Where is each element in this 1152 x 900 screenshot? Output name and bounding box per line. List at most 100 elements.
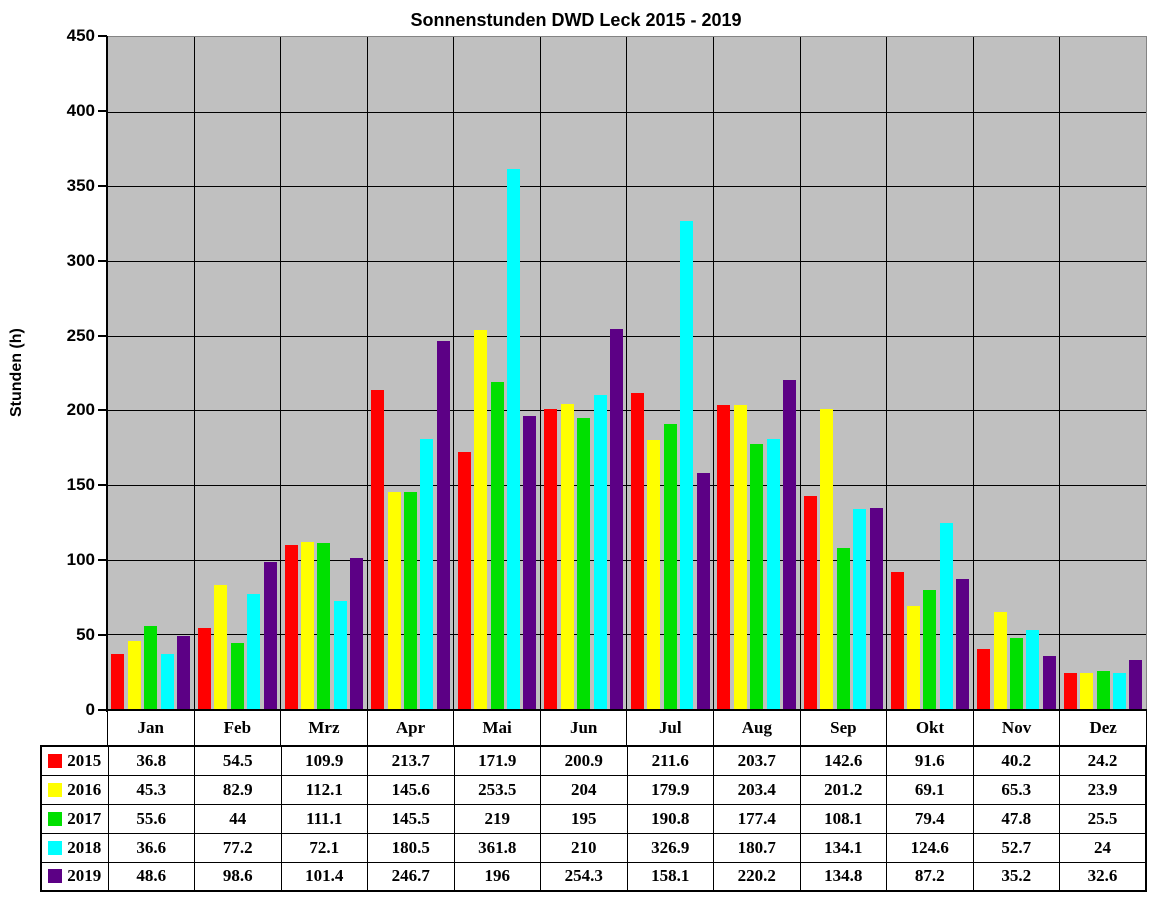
bar-2015-Feb (198, 627, 211, 709)
value-cell-2015-Jan: 36.8 (107, 745, 195, 776)
value-cell-2015-Feb: 54.5 (194, 745, 282, 776)
bar-2018-Mai (507, 168, 520, 709)
legend-year-label-2019: 2019 (67, 866, 102, 886)
value-cell-2017-Mrz: 111.1 (280, 803, 368, 834)
value-cell-2018-Jan: 36.6 (107, 832, 195, 863)
bar-2019-Mrz (350, 557, 364, 709)
value-cell-2018-Okt: 124.6 (886, 832, 974, 863)
month-header-Feb: Feb (195, 710, 282, 745)
y-tick-mark-200 (98, 409, 107, 412)
bar-2015-Nov (977, 648, 991, 709)
table-row-2019: 2019 48.6 98.6 101.4 246.7 196 254.3 158.1 220.2… (40, 861, 1147, 892)
month-header-Jan: Jan (108, 710, 195, 745)
month-header-Mrz: Mrz (281, 710, 368, 745)
bar-2017-Feb (230, 643, 244, 709)
bar-2018-Dez (1113, 673, 1127, 709)
bar-2015-Jan (111, 654, 125, 709)
bar-2019-Mai (523, 416, 537, 709)
value-cell-2016-Jan: 45.3 (107, 774, 195, 805)
month-header-Sep: Sep (801, 710, 888, 745)
value-cell-2018-Mrz: 72.1 (280, 832, 368, 863)
legend-swatch-2015 (48, 753, 63, 768)
value-cell-2015-Apr: 213.7 (367, 745, 455, 776)
y-tick-mark-300 (98, 259, 107, 262)
y-tick-mark-400 (98, 109, 107, 112)
month-header-Okt: Okt (887, 710, 974, 745)
table-row-2016: 2016 45.3 82.9 112.1 145.6 253.5 204 179.9 203.4… (40, 774, 1147, 805)
bar-2018-Jul (680, 220, 694, 709)
bar-2017-Jan (144, 625, 158, 709)
value-cell-2016-Mai: 253.5 (453, 774, 541, 805)
value-cell-2018-Jul: 326.9 (626, 832, 714, 863)
legend-cell-2017: 2017 (40, 803, 109, 834)
bar-2018-Mrz (333, 601, 347, 709)
y-tick-label-100: 100 (66, 550, 95, 570)
legend-cell-2016: 2016 (40, 774, 109, 805)
legend-swatch-2019 (48, 869, 63, 884)
month-header-Jun: Jun (541, 710, 628, 745)
bar-2017-Apr (404, 491, 417, 709)
bar-2019-Apr (436, 340, 450, 709)
y-tick-mark-250 (98, 334, 107, 337)
bar-2017-Jul (663, 424, 677, 709)
bar-group-Dez (1060, 37, 1146, 709)
bar-2017-Mrz (317, 543, 331, 709)
value-cell-2017-Aug: 177.4 (713, 803, 801, 834)
bar-2019-Jul (696, 472, 710, 709)
value-cell-2018-Mai: 361.8 (453, 832, 541, 863)
value-cell-2017-Sep: 108.1 (799, 803, 887, 834)
y-tick-label-350: 350 (66, 175, 95, 195)
bar-group-Jan (108, 37, 195, 709)
legend-year-label-2018: 2018 (67, 837, 102, 857)
y-tick-label-250: 250 (66, 325, 95, 345)
bar-2016-Okt (907, 605, 921, 709)
bar-2015-Okt (890, 572, 904, 709)
value-cell-2015-Jul: 211.6 (626, 745, 714, 776)
bar-2019-Dez (1129, 660, 1143, 709)
legend-cell-2018: 2018 (40, 832, 109, 863)
table-row-2017: 2017 55.6 44 111.1 145.5 219 195 190.8 177.4 108.… (40, 803, 1147, 834)
legend-swatch-2016 (48, 782, 63, 797)
bar-2018-Feb (247, 593, 261, 709)
bar-group-Jun (541, 37, 628, 709)
y-axis-tick-labels: 0 50 100 150 200 250 300 350 400 450 (0, 26, 95, 719)
bar-2016-Apr (387, 491, 401, 709)
value-cell-2016-Jul: 179.9 (626, 774, 714, 805)
bar-2015-Jun (544, 409, 558, 709)
value-cell-2015-Mrz: 109.9 (280, 745, 368, 776)
bar-2019-Okt (956, 578, 970, 709)
y-axis-line (106, 36, 108, 712)
bar-2018-Okt (939, 522, 953, 709)
bar-2018-Nov (1026, 630, 1040, 709)
month-header-Dez: Dez (1060, 710, 1147, 745)
value-cell-2016-Okt: 69.1 (886, 774, 974, 805)
value-cell-2017-Okt: 79.4 (886, 803, 974, 834)
bar-group-Mai (454, 37, 541, 709)
bar-2018-Apr (420, 439, 434, 709)
value-cell-2018-Nov: 52.7 (972, 832, 1060, 863)
bar-2019-Sep (869, 507, 883, 709)
plot-area (107, 36, 1147, 710)
value-cell-2017-Dez: 25.5 (1059, 803, 1147, 834)
bar-2017-Jun (577, 417, 591, 709)
value-cell-2018-Aug: 180.7 (713, 832, 801, 863)
bar-group-Feb (195, 37, 282, 709)
value-cell-2019-Dez: 32.6 (1059, 861, 1147, 892)
bar-2018-Jun (593, 395, 607, 709)
y-tick-mark-150 (98, 484, 107, 487)
value-cell-2015-Dez: 24.2 (1059, 745, 1147, 776)
bar-group-Jul (627, 37, 715, 709)
legend-year-label-2016: 2016 (67, 779, 102, 799)
bar-2017-Mai (490, 381, 504, 709)
month-header-row: Jan Feb Mrz Apr Mai Jun Jul Aug Sep Okt Nov Dez (107, 710, 1147, 745)
y-tick-label-150: 150 (66, 475, 95, 495)
value-cell-2016-Mrz: 112.1 (280, 774, 368, 805)
y-axis-tick-marks (98, 35, 107, 711)
legend-year-label-2017: 2017 (67, 808, 102, 828)
value-cell-2016-Feb: 82.9 (194, 774, 282, 805)
value-cell-2018-Feb: 77.2 (194, 832, 282, 863)
bar-2019-Jan (177, 636, 191, 709)
bar-2016-Dez (1080, 673, 1094, 709)
value-cell-2017-Nov: 47.8 (972, 803, 1060, 834)
